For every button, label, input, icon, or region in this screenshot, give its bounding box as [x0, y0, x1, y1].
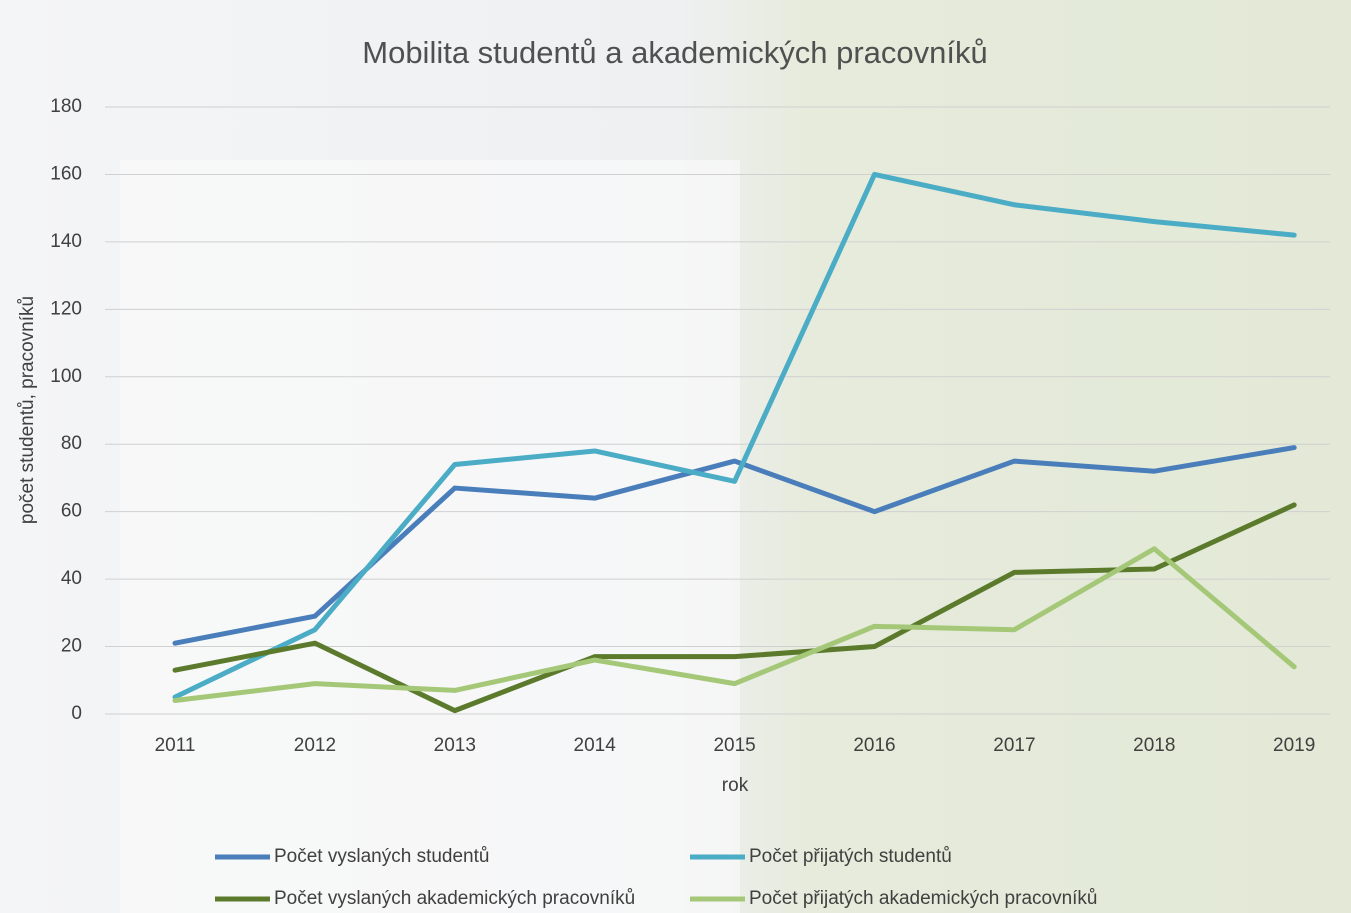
x-tick-label: 2018: [1133, 735, 1175, 756]
legend-label: Počet vyslaných studentů: [274, 846, 489, 867]
x-tick-label: 2015: [713, 735, 755, 756]
series-line: [172, 546, 1297, 704]
x-tick-label: 2014: [574, 735, 617, 756]
y-axis-label: počet studentů, pracovníků: [17, 296, 38, 524]
x-tick-label: 2016: [853, 735, 895, 756]
y-tick-label: 0: [71, 703, 82, 724]
background-building: [120, 160, 740, 913]
x-tick-label: 2017: [993, 735, 1035, 756]
x-tick-label: 2011: [155, 735, 196, 756]
chart-title: Mobilita studentů a akademických pracovn…: [362, 35, 988, 70]
legend-label: Počet přijatých akademických pracovníků: [749, 888, 1098, 909]
y-tick-label: 20: [61, 636, 82, 657]
legend-label: Počet přijatých studentů: [749, 846, 952, 867]
y-tick-label: 80: [61, 433, 82, 454]
series-line: [172, 502, 1297, 714]
y-tick-label: 140: [50, 231, 82, 252]
series-line: [172, 171, 1297, 700]
x-tick-label: 2013: [434, 735, 476, 756]
y-tick-label: 160: [50, 163, 82, 184]
x-tick-label: 2019: [1273, 735, 1315, 756]
y-tick-label: 40: [61, 568, 82, 589]
y-tick-label: 180: [50, 96, 82, 117]
y-tick-label: 60: [61, 501, 82, 522]
y-tick-label: 120: [50, 298, 82, 319]
x-axis-label: rok: [722, 775, 749, 796]
legend-label: Počet vyslaných akademických pracovníků: [274, 888, 635, 909]
y-tick-label: 100: [50, 366, 82, 387]
x-tick-label: 2012: [294, 735, 336, 756]
